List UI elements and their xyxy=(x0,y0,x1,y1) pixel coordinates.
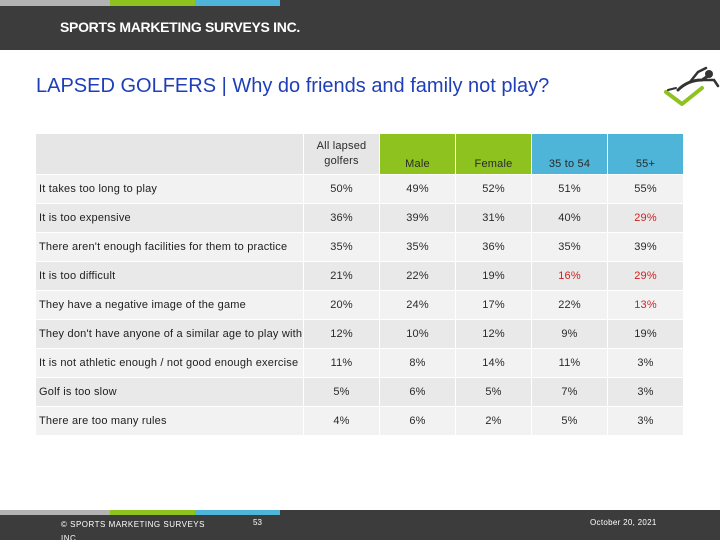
row-label: It is not athletic enough / not good eno… xyxy=(35,348,304,378)
table-row: They don't have anyone of a similar age … xyxy=(35,319,684,349)
table-cell: 3% xyxy=(607,406,684,436)
table-cell: 24% xyxy=(379,290,456,320)
table-cell: 8% xyxy=(379,348,456,378)
header-stripe-green xyxy=(110,0,195,6)
header-bar: SPORTS MARKETING SURVEYS INC. xyxy=(0,0,720,50)
footer-date: October 20, 2021 xyxy=(590,518,657,527)
table-header-row: All lapsed golfers Male Female 35 to 54 … xyxy=(35,133,684,175)
table-cell: 52% xyxy=(455,174,532,204)
table-cell: 49% xyxy=(379,174,456,204)
footer-bar: © SPORTS MARKETING SURVEYS INC. 53 Octob… xyxy=(0,510,720,540)
results-table: All lapsed golfers Male Female 35 to 54 … xyxy=(35,133,684,436)
row-label: It takes too long to play xyxy=(35,174,304,204)
table-cell: 4% xyxy=(303,406,380,436)
table-row: There are too many rules 4% 6% 2% 5% 3% xyxy=(35,406,684,436)
table-cell: 35% xyxy=(379,232,456,262)
row-label: They have a negative image of the game xyxy=(35,290,304,320)
table-cell: 16% xyxy=(531,261,608,291)
table-row: It is too difficult 21% 22% 19% 16% 29% xyxy=(35,261,684,291)
table-cell: 11% xyxy=(531,348,608,378)
table-cell: 11% xyxy=(303,348,380,378)
row-label: There aren't enough facilities for them … xyxy=(35,232,304,262)
table-row: They have a negative image of the game 20… xyxy=(35,290,684,320)
header-stripe-blue xyxy=(195,0,280,6)
table-cell: 39% xyxy=(607,232,684,262)
table-cell: 3% xyxy=(607,348,684,378)
header-blank-cell xyxy=(35,133,304,175)
table-cell: 22% xyxy=(379,261,456,291)
table-cell: 14% xyxy=(455,348,532,378)
copyright-text: © SPORTS MARKETING SURVEYS INC. xyxy=(61,520,205,540)
table-cell: 51% xyxy=(531,174,608,204)
column-header: Male xyxy=(379,133,456,175)
footer-stripe-grey xyxy=(0,510,110,515)
table-row: It is not athletic enough / not good eno… xyxy=(35,348,684,378)
column-header: Female xyxy=(455,133,532,175)
header-stripe-grey xyxy=(0,0,110,6)
table-cell: 12% xyxy=(303,319,380,349)
table-cell: 21% xyxy=(303,261,380,291)
table-cell: 5% xyxy=(531,406,608,436)
table-cell: 19% xyxy=(607,319,684,349)
table-cell: 50% xyxy=(303,174,380,204)
table-cell: 6% xyxy=(379,377,456,407)
row-label: There are too many rules xyxy=(35,406,304,436)
table-row: It takes too long to play 50% 49% 52% 51% 55% xyxy=(35,174,684,204)
table-cell: 3% xyxy=(607,377,684,407)
table-cell: 5% xyxy=(303,377,380,407)
row-label: They don't have anyone of a similar age … xyxy=(35,319,304,349)
table-cell: 29% xyxy=(607,261,684,291)
table-cell: 31% xyxy=(455,203,532,233)
table-cell: 35% xyxy=(531,232,608,262)
row-label: It is too difficult xyxy=(35,261,304,291)
row-label: It is too expensive xyxy=(35,203,304,233)
table-cell: 36% xyxy=(455,232,532,262)
table-row: It is too expensive 36% 39% 31% 40% 29% xyxy=(35,203,684,233)
table-cell: 35% xyxy=(303,232,380,262)
table-row: There aren't enough facilities for them … xyxy=(35,232,684,262)
table-cell: 17% xyxy=(455,290,532,320)
table-cell: 36% xyxy=(303,203,380,233)
row-label: Golf is too slow xyxy=(35,377,304,407)
table-cell: 22% xyxy=(531,290,608,320)
table-cell: 39% xyxy=(379,203,456,233)
table-cell: 12% xyxy=(455,319,532,349)
table-cell: 6% xyxy=(379,406,456,436)
table-cell: 2% xyxy=(455,406,532,436)
table-cell: 13% xyxy=(607,290,684,320)
column-header: 55+ xyxy=(607,133,684,175)
table-cell: 10% xyxy=(379,319,456,349)
page-number: 53 xyxy=(253,518,262,527)
table-cell: 55% xyxy=(607,174,684,204)
footer-stripe-blue xyxy=(195,510,280,515)
footer-stripe-green xyxy=(110,510,195,515)
brand-logo-text: SPORTS MARKETING SURVEYS INC. xyxy=(60,19,300,35)
table-cell: 20% xyxy=(303,290,380,320)
table-cell: 9% xyxy=(531,319,608,349)
page-title: LAPSED GOLFERS | Why do friends and fami… xyxy=(36,75,550,97)
table-cell: 40% xyxy=(531,203,608,233)
column-header: All lapsed golfers xyxy=(303,133,380,175)
column-header: 35 to 54 xyxy=(531,133,608,175)
table-cell: 29% xyxy=(607,203,684,233)
table-cell: 5% xyxy=(455,377,532,407)
table-cell: 7% xyxy=(531,377,608,407)
table-row: Golf is too slow 5% 6% 5% 7% 3% xyxy=(35,377,684,407)
table-cell: 19% xyxy=(455,261,532,291)
golfer-icon xyxy=(664,66,720,106)
